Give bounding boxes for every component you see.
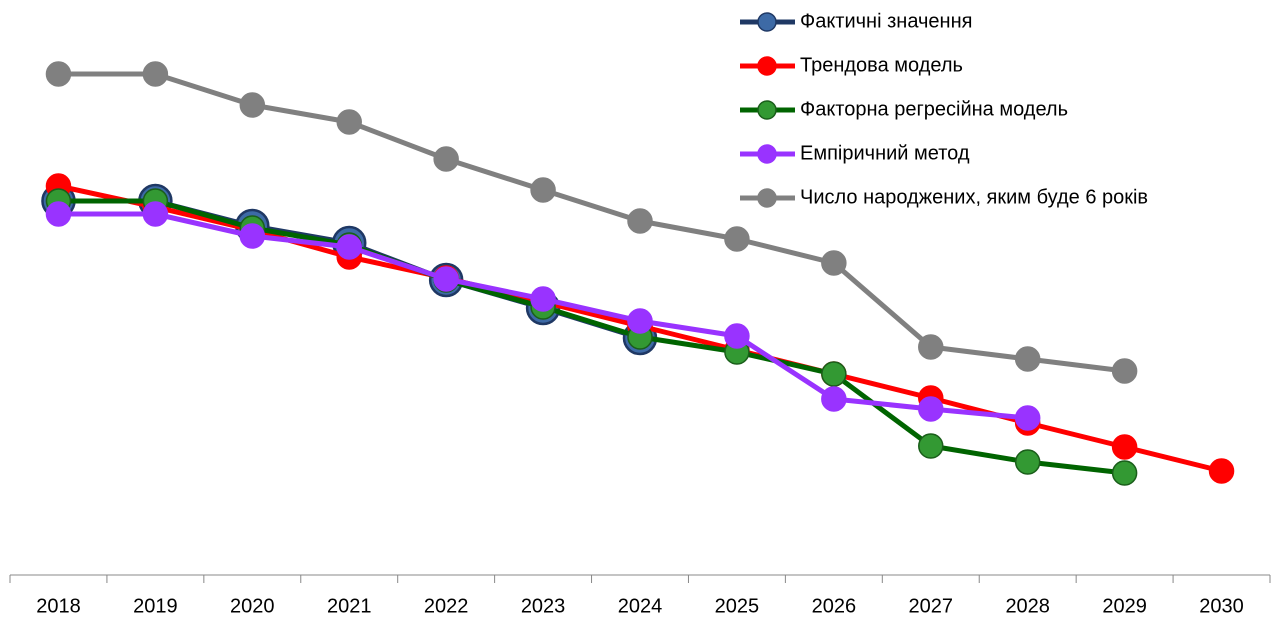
data-point: [724, 226, 750, 252]
x-tick-label: 2024: [618, 595, 663, 617]
data-point: [918, 433, 944, 459]
data-point: [239, 92, 266, 118]
data-point: [530, 177, 556, 203]
legend-marker: [757, 100, 777, 120]
x-tick-label: 2027: [909, 595, 954, 617]
data-point: [1208, 458, 1235, 484]
series-line: [58, 71, 1125, 374]
legend-marker: [757, 144, 777, 164]
x-tick-label: 2022: [424, 595, 469, 617]
data-point: [724, 323, 750, 349]
data-point: [530, 286, 556, 312]
data-point: [1111, 358, 1138, 384]
x-tick-label: 2021: [327, 595, 372, 617]
data-point: [821, 250, 847, 276]
legend-marker: [757, 12, 777, 32]
data-point: [45, 61, 72, 87]
x-tick-label: 2025: [715, 595, 760, 617]
data-point: [918, 334, 944, 360]
data-point: [336, 234, 362, 260]
legend-marker: [757, 188, 777, 208]
x-tick-label: 2030: [1199, 595, 1244, 617]
x-tick-label: 2019: [133, 595, 178, 617]
data-point: [821, 361, 847, 387]
data-point: [1014, 449, 1041, 475]
data-point: [821, 386, 847, 412]
data-point: [1014, 405, 1041, 431]
data-point: [433, 146, 459, 172]
data-point: [1014, 346, 1041, 372]
x-tick-label: 2023: [521, 595, 566, 617]
data-point: [918, 396, 944, 422]
legend-label: Факторна регресійна модель: [800, 98, 1068, 120]
data-point: [627, 308, 653, 334]
x-tick-label: 2028: [1005, 595, 1050, 617]
x-tick-label: 2018: [36, 595, 81, 617]
x-tick-label: 2029: [1102, 595, 1147, 617]
data-point: [45, 201, 72, 227]
legend-label: Число народжених, яким буде 6 років: [800, 186, 1148, 208]
legend-label: Трендова модель: [800, 54, 963, 76]
data-point: [627, 208, 653, 234]
data-point: [142, 201, 169, 227]
series-line: [58, 198, 1125, 476]
data-point: [239, 223, 266, 249]
data-point: [1111, 434, 1138, 460]
x-tick-label: 2020: [230, 595, 275, 617]
data-point: [336, 109, 362, 135]
data-point: [142, 61, 169, 87]
legend-label: Емпіричний метод: [800, 142, 970, 164]
data-point: [433, 266, 459, 292]
legend-marker: [757, 56, 777, 76]
legend-label: Фактичні значення: [800, 10, 972, 32]
x-tick-label: 2026: [812, 595, 857, 617]
data-point: [1111, 460, 1138, 486]
